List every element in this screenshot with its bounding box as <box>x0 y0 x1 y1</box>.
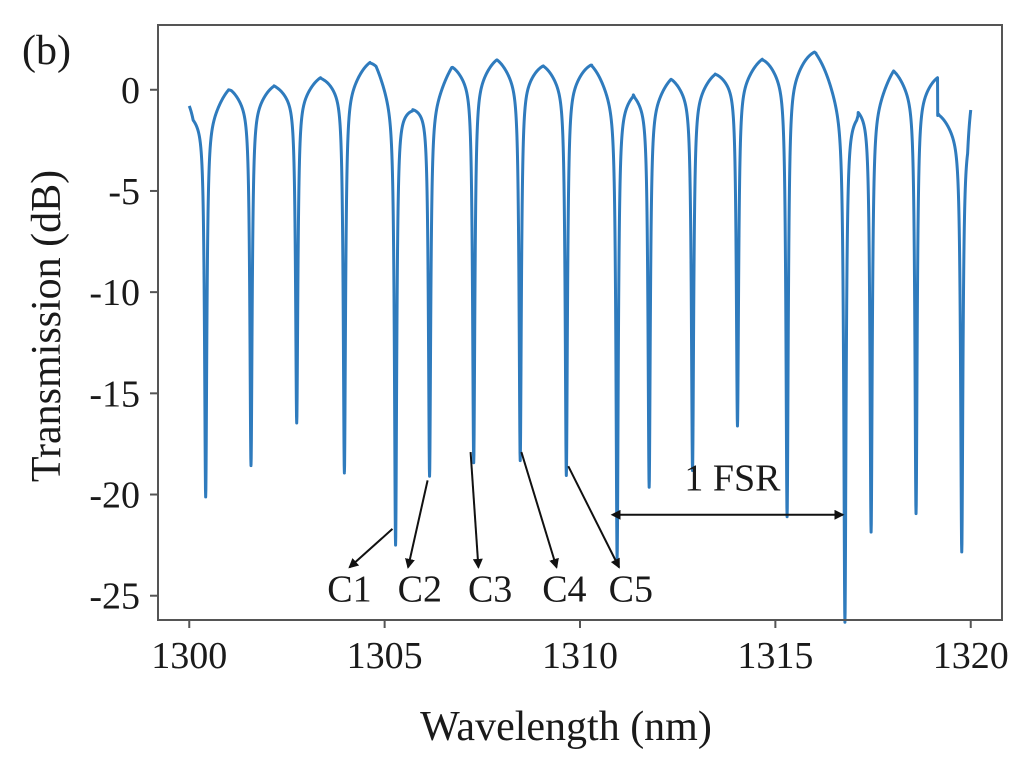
annotation-label-c1: C1 <box>327 569 371 611</box>
x-tick-label: 1320 <box>933 635 1009 677</box>
y-axis-label: Transmission (dB) <box>24 170 70 482</box>
annotation-label-c5: C5 <box>609 569 653 611</box>
annotation-label-c2: C2 <box>398 569 442 611</box>
panel-label: (b) <box>22 28 71 74</box>
y-tick-label: -5 <box>108 171 140 213</box>
y-tick-label: -20 <box>89 475 140 517</box>
fsr-label: 1 FSR <box>684 457 781 499</box>
annotation-arrow <box>567 465 620 569</box>
x-tick-label: 1315 <box>737 635 813 677</box>
annotation-layer: C1 C2 C3 C4 C5 1 FSR <box>327 451 845 611</box>
annotation-arrow <box>469 451 483 569</box>
annotation-arrow <box>520 451 559 569</box>
plot-frame <box>157 24 1003 621</box>
transmission-series-line <box>187 50 973 624</box>
tick-marks: 1300 1305 1310 1315 1320 0 -5 -10 -15 -20 -25 <box>89 70 1008 677</box>
y-tick-label: -10 <box>89 272 140 314</box>
y-tick-label: -25 <box>89 576 140 618</box>
y-tick-label: -15 <box>89 373 140 415</box>
x-tick-label: 1300 <box>151 635 227 677</box>
annotation-arrow <box>348 528 394 569</box>
x-tick-label: 1310 <box>542 635 618 677</box>
y-tick-label: 0 <box>121 70 140 112</box>
annotation-label-c4: C4 <box>542 569 586 611</box>
x-tick-label: 1305 <box>347 635 423 677</box>
x-axis-label: Wavelength (nm) <box>420 704 712 750</box>
annotation-arrow <box>405 480 429 569</box>
annotation-label-c3: C3 <box>468 569 512 611</box>
series-layer <box>187 50 973 624</box>
